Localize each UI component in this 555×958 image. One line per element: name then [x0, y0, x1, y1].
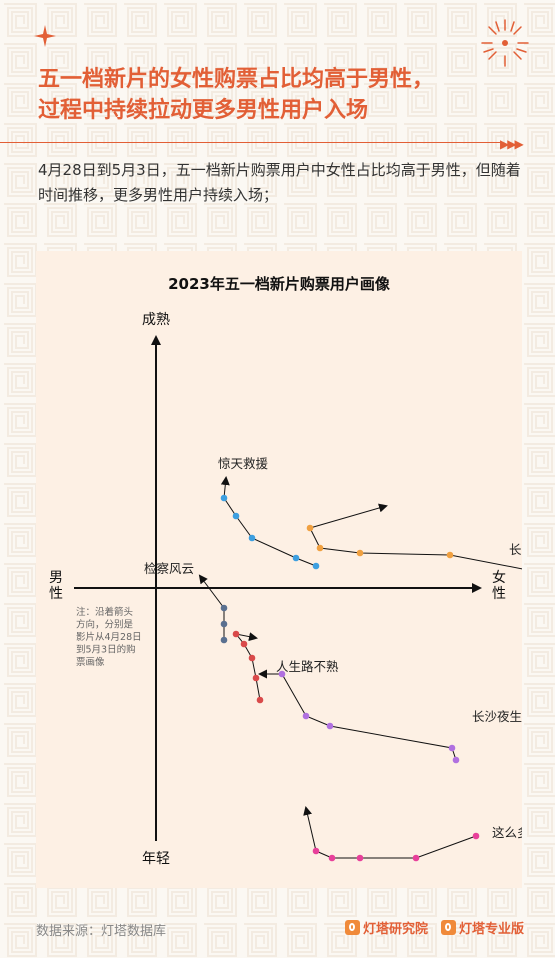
series-4: 长沙夜生活	[258, 669, 522, 764]
research-logo-icon	[345, 920, 360, 935]
data-point	[248, 654, 256, 662]
x-axis-left-label: 男性	[49, 570, 63, 602]
brand-research: 灯塔研究院	[345, 918, 428, 937]
x-axis-right-label: 女性	[492, 569, 506, 602]
plot-area: 长空之王惊天救援检察风云人生路不熟长沙夜生活这么多年倒数说爱你	[144, 456, 522, 862]
series-line	[223, 497, 317, 567]
series-label: 这么多年	[492, 825, 522, 840]
series-arrow	[220, 476, 230, 499]
series-line	[235, 633, 261, 701]
right-label-line: 女	[492, 569, 506, 586]
data-point	[356, 549, 364, 557]
series-line	[309, 527, 522, 570]
summary-text: 4月28日到5月3日，五一档新片购票用户中女性占比均高于男性，但随着时间推移，更…	[38, 161, 521, 204]
pro-logo-icon	[441, 920, 456, 935]
left-label-line: 男	[49, 570, 63, 586]
chart: 2023年五一档新片购票用户画像 成熟 年轻 男性 女性 注：沿着箭头方向，分别…	[49, 275, 522, 867]
data-point	[472, 832, 480, 840]
series-arrow	[235, 632, 258, 642]
data-point	[220, 620, 228, 628]
series-label: 惊天救援	[218, 456, 269, 471]
brand-research-label: 灯塔研究院	[363, 922, 429, 937]
note-line: 票画像	[76, 656, 105, 668]
page-title: 五一档新片的女性购票占比均高于男性， 过程中持续拉动更多男性用户入场	[38, 67, 435, 123]
data-point	[448, 744, 456, 752]
right-label-line: 性	[492, 586, 506, 602]
data-point	[292, 554, 300, 562]
data-point	[278, 670, 286, 678]
data-point	[232, 630, 240, 638]
data-point	[356, 854, 364, 862]
left-label-line: 性	[49, 586, 63, 602]
chart-title: 2023年五一档新片购票用户画像	[168, 275, 391, 293]
note-line: 影片从4月28日	[76, 631, 142, 643]
data-point	[256, 696, 264, 704]
data-point	[252, 674, 260, 682]
data-point	[232, 512, 240, 520]
data-point	[452, 756, 460, 764]
data-point	[316, 544, 324, 552]
data-point	[326, 722, 334, 730]
data-point	[248, 534, 256, 542]
brand-pro-label: 灯塔专业版	[459, 922, 525, 937]
series-line	[315, 835, 477, 859]
chart-note: 注：沿着箭头方向，分别是影片从4月28日到5月3日的购票画像	[76, 606, 142, 668]
data-point	[240, 640, 248, 648]
data-point	[328, 854, 336, 862]
data-point	[446, 551, 454, 559]
series-5: 这么多年	[303, 806, 522, 862]
series-label: 长沙夜生活	[472, 709, 522, 724]
y-axis-bottom-label: 年轻	[142, 851, 170, 867]
y-axis-top-label: 成熟	[142, 312, 170, 328]
sparkle-icon	[34, 25, 56, 47]
series-arrow	[198, 574, 225, 609]
data-source: 数据来源：灯塔数据库	[36, 924, 167, 939]
data-point	[312, 562, 320, 570]
series-arrow	[309, 503, 388, 529]
divider-arrows-icon: ▶▶▶	[500, 137, 524, 151]
series-label: 检察风云	[144, 561, 194, 576]
note-line: 注：沿着箭头	[76, 606, 133, 618]
data-point	[412, 854, 420, 862]
chart-panel	[36, 251, 522, 888]
data-point	[306, 524, 314, 532]
note-line: 方向，分别是	[76, 619, 134, 631]
data-point	[302, 712, 310, 720]
data-point	[220, 494, 228, 502]
note-line: 到5月3日的购	[76, 644, 136, 656]
series-3: 人生路不熟	[232, 630, 339, 704]
title-divider	[0, 142, 502, 143]
series-0: 长空之王	[306, 503, 522, 570]
data-point	[220, 604, 228, 612]
series-2: 检察风云	[144, 561, 228, 644]
firework-icon	[481, 19, 529, 67]
series-arrow	[303, 806, 317, 852]
series-label: 长空之王	[509, 542, 522, 557]
data-point	[220, 636, 228, 644]
series-1: 惊天救援	[218, 456, 320, 570]
brand-pro: 灯塔专业版	[441, 918, 524, 937]
data-point	[312, 847, 320, 855]
series-label: 人生路不熟	[276, 659, 339, 674]
